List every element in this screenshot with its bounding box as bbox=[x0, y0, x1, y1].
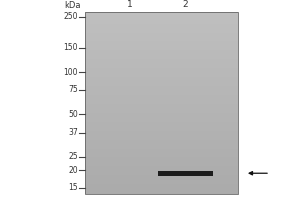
Bar bbox=[158, 171, 212, 176]
Text: 20: 20 bbox=[68, 166, 78, 175]
Text: 25: 25 bbox=[68, 152, 78, 161]
Text: 75: 75 bbox=[68, 85, 78, 94]
Text: 2: 2 bbox=[182, 0, 188, 9]
Text: 150: 150 bbox=[64, 43, 78, 52]
Text: 100: 100 bbox=[64, 68, 78, 77]
Text: 37: 37 bbox=[68, 128, 78, 137]
Text: 50: 50 bbox=[68, 110, 78, 119]
Text: kDa: kDa bbox=[64, 1, 81, 10]
Text: 1: 1 bbox=[127, 0, 133, 9]
Text: 15: 15 bbox=[68, 183, 78, 192]
Text: 250: 250 bbox=[64, 12, 78, 21]
Bar bbox=[85, 12, 238, 194]
